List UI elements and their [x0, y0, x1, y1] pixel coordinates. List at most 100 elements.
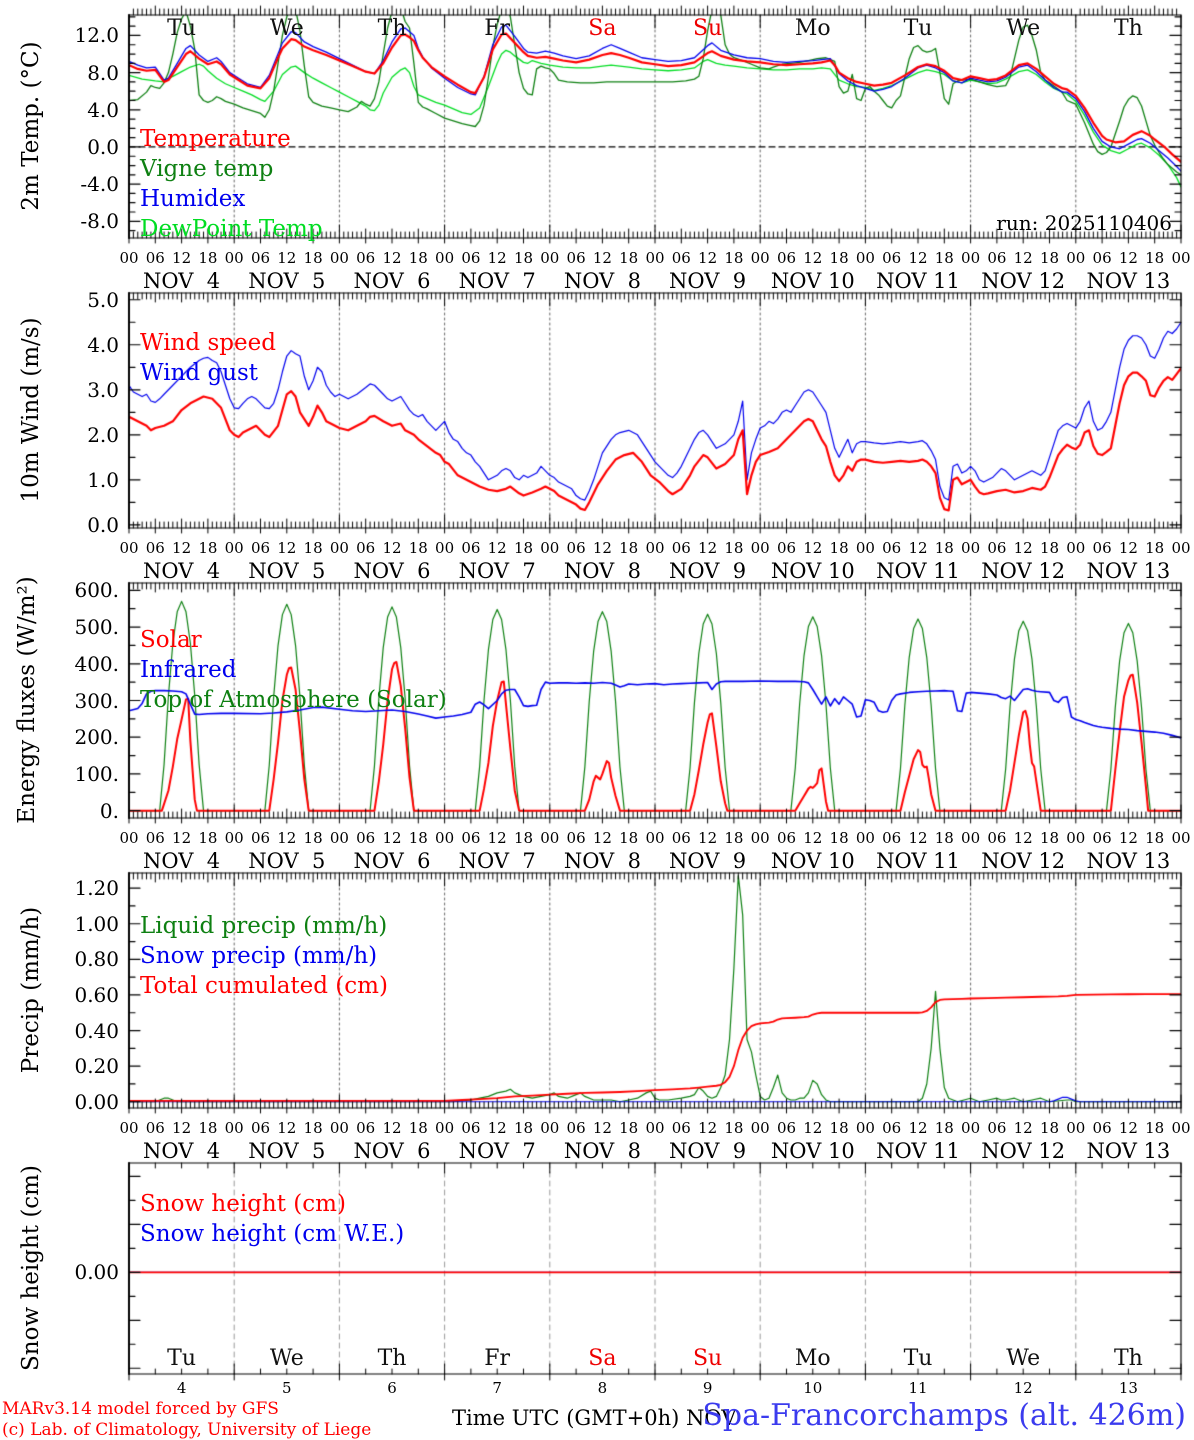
y-tick-label-wind: 1.0 — [87, 467, 119, 492]
x-hour-label: 12 — [592, 1119, 612, 1137]
x-hour-label: 00 — [119, 539, 139, 557]
x-hour-label: 00 — [224, 539, 244, 557]
x-hour-label: 18 — [934, 829, 954, 847]
y-tick-label-temp: 0.0 — [87, 134, 119, 159]
x-hour-label: 18 — [408, 539, 428, 557]
x-date-label: NOV 6 — [353, 559, 431, 583]
x-hour-label: 18 — [1145, 1119, 1165, 1137]
x-hour-label: 12 — [172, 249, 192, 267]
x-date-label: NOV 9 — [669, 559, 747, 583]
x-hour-label: 12 — [803, 1119, 823, 1137]
day-abbr-top: Fr — [484, 16, 511, 41]
day-abbr-top: Mo — [794, 16, 831, 41]
x-hour-label: 12 — [908, 1119, 928, 1137]
x-hour-label: 00 — [119, 829, 139, 847]
x-hour-label: 18 — [408, 249, 428, 267]
x-hour-label: 00 — [645, 829, 665, 847]
x-hour-label: 00 — [224, 829, 244, 847]
x-date-label: NOV 10 — [770, 559, 855, 583]
day-abbr-bottom: Sa — [588, 1346, 617, 1371]
day-abbr-bottom: Th — [1113, 1346, 1143, 1371]
y-tick-label-precip: 1.20 — [74, 876, 119, 901]
day-abbr-top: Su — [692, 16, 723, 41]
x-hour-label: 06 — [882, 249, 902, 267]
x-hour-label: 00 — [435, 249, 455, 267]
x-hour-label: 18 — [1145, 539, 1165, 557]
x-hour-label: 12 — [1013, 1119, 1033, 1137]
x-hour-label: 18 — [198, 539, 218, 557]
x-date-label: NOV 12 — [981, 559, 1066, 583]
x-axis-title: Time UTC (GMT+0h) NOV — [452, 1406, 737, 1430]
day-number: 7 — [492, 1379, 502, 1397]
x-hour-label: 18 — [408, 829, 428, 847]
x-hour-label: 06 — [671, 539, 691, 557]
x-date-label: NOV 10 — [770, 849, 855, 873]
x-hour-label: 06 — [776, 1119, 797, 1137]
x-hour-label: 18 — [829, 1119, 849, 1137]
x-hour-label: 18 — [303, 539, 323, 557]
x-hour-label: 06 — [882, 1119, 902, 1137]
x-hour-label: 00 — [1066, 829, 1086, 847]
day-number: 5 — [282, 1379, 292, 1397]
x-hour-label: 12 — [277, 249, 297, 267]
x-hour-label: 12 — [592, 829, 612, 847]
x-hour-label: 06 — [566, 539, 586, 557]
x-hour-label: 06 — [461, 249, 481, 267]
day-number: 12 — [1013, 1379, 1033, 1397]
day-abbr-bottom: Tu — [903, 1346, 933, 1371]
y-tick-label-energy: 400. — [74, 651, 119, 676]
credit-line-2: (c) Lab. of Climatology, University of L… — [2, 1420, 372, 1440]
legend-energy-2: Top of Atmosphere (Solar) — [140, 687, 447, 713]
x-date-label: NOV 12 — [981, 1139, 1066, 1163]
x-hour-label: 18 — [198, 249, 218, 267]
x-hour-label: 00 — [750, 249, 770, 267]
x-hour-label: 00 — [435, 539, 455, 557]
x-date-label: NOV 10 — [770, 1139, 855, 1163]
day-number: 13 — [1118, 1379, 1138, 1397]
x-hour-label: 12 — [172, 829, 192, 847]
x-hour-label: 00 — [1171, 539, 1191, 557]
x-hour-label: 12 — [698, 829, 718, 847]
x-hour-label: 12 — [803, 249, 823, 267]
day-abbr-top: We — [1006, 16, 1041, 41]
x-hour-label: 00 — [750, 1119, 770, 1137]
x-hour-label: 12 — [382, 249, 402, 267]
x-hour-label: 12 — [1118, 249, 1138, 267]
y-tick-label-wind: 5.0 — [87, 287, 119, 312]
x-hour-label: 06 — [566, 1119, 586, 1137]
legend-energy-0: Solar — [140, 627, 202, 653]
x-hour-label: 12 — [592, 249, 612, 267]
day-abbr-top: Tu — [903, 16, 933, 41]
x-hour-label: 12 — [1013, 249, 1033, 267]
x-hour-label: 06 — [356, 1119, 376, 1137]
x-hour-label: 18 — [1039, 829, 1060, 847]
y-tick-label-energy: 100. — [74, 761, 119, 786]
x-date-label: NOV 11 — [876, 269, 960, 293]
legend-wind-0: Wind speed — [140, 330, 276, 356]
x-hour-label: 18 — [829, 249, 849, 267]
y-tick-label-wind: 4.0 — [87, 332, 119, 357]
legend-precip-2: Total cumulated (cm) — [140, 973, 388, 999]
x-date-label: NOV 5 — [248, 849, 326, 873]
x-hour-label: 06 — [776, 249, 797, 267]
x-hour-label: 12 — [1118, 539, 1138, 557]
day-abbr-bottom: We — [269, 1346, 304, 1371]
x-hour-label: 00 — [329, 249, 349, 267]
x-hour-label: 00 — [224, 249, 244, 267]
x-hour-label: 00 — [645, 539, 665, 557]
y-tick-label-precip: 0.60 — [74, 982, 119, 1007]
x-hour-label: 18 — [513, 829, 534, 847]
x-date-label: NOV 8 — [563, 559, 641, 583]
x-hour-label: 06 — [776, 829, 797, 847]
x-hour-label: 00 — [435, 1119, 455, 1137]
x-date-label: NOV 13 — [1086, 559, 1171, 583]
x-hour-label: 00 — [1066, 1119, 1086, 1137]
x-date-label: NOV 5 — [248, 559, 326, 583]
x-hour-label: 06 — [250, 829, 271, 847]
x-hour-label: 18 — [934, 539, 954, 557]
legend-snow-1: Snow height (cm W.E.) — [140, 1221, 405, 1247]
x-hour-label: 12 — [1013, 539, 1033, 557]
x-hour-label: 18 — [303, 829, 323, 847]
x-date-label: NOV 8 — [563, 1139, 641, 1163]
